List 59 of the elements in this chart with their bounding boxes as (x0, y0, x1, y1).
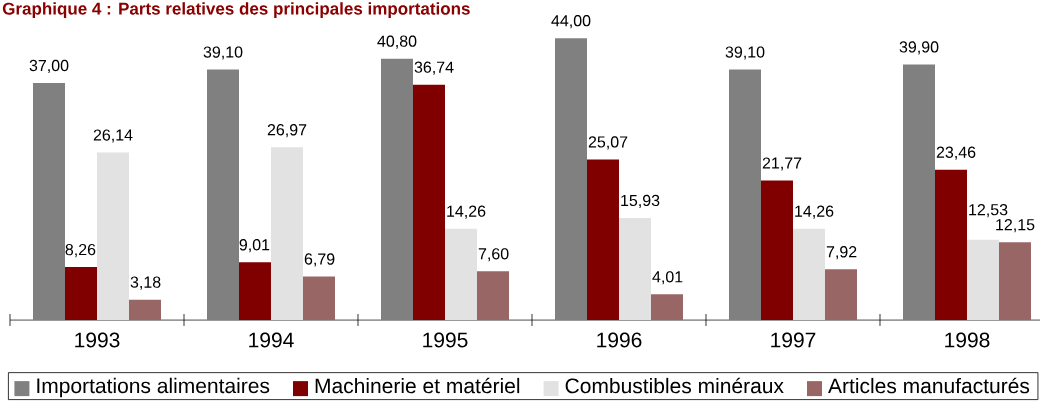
data-label: 23,46 (936, 146, 976, 160)
bar (760, 180, 793, 320)
data-label: 39,90 (899, 41, 939, 55)
data-label: 12,15 (996, 219, 1035, 233)
x-tick-label: 1993 (75, 332, 120, 348)
x-tick-label: 1994 (249, 332, 294, 348)
bar (587, 159, 619, 320)
bar (207, 69, 239, 320)
data-label: 39,10 (203, 46, 243, 60)
data-label: 8,26 (65, 243, 96, 258)
x-tick-label: 1995 (423, 332, 468, 348)
data-label: 21,77 (762, 157, 802, 171)
bar (65, 267, 97, 320)
data-label: 25,07 (588, 136, 628, 150)
bar (966, 239, 999, 320)
legend-label: Importations alimentaires (37, 377, 270, 398)
bar (239, 262, 271, 320)
data-label: 12,53 (969, 204, 1008, 218)
bar (902, 64, 935, 320)
bar (271, 147, 303, 320)
data-label: 26,14 (93, 129, 133, 143)
bar (998, 242, 1031, 320)
chart-title: Graphique 4 : Parts relatives des principales importations (2, 2, 470, 19)
data-label: 9,01 (239, 239, 270, 253)
data-label: 7,60 (478, 248, 509, 262)
data-label: 7,92 (826, 246, 857, 260)
data-label: 37,00 (29, 59, 69, 74)
bar (413, 84, 445, 320)
data-label: 6,79 (304, 253, 335, 267)
bar (303, 276, 335, 320)
data-label: 26,97 (267, 124, 307, 138)
bar (381, 58, 413, 320)
bar (129, 299, 161, 320)
data-label: 44,00 (551, 15, 591, 29)
data-label: 3,18 (130, 276, 161, 290)
data-label: 14,26 (795, 205, 834, 219)
legend-label: Combustibles minéraux (565, 377, 784, 394)
data-label: 40,80 (377, 35, 417, 49)
bar (554, 38, 587, 320)
legend-label: Machinerie et matériel (315, 377, 520, 394)
bar (445, 228, 477, 320)
bar (651, 294, 683, 320)
bar (934, 169, 967, 320)
bar (477, 271, 509, 320)
bar (33, 83, 65, 320)
data-label: 4,01 (652, 271, 683, 285)
bar (618, 217, 651, 320)
x-tick-label: 1996 (597, 332, 642, 348)
data-label: 39,10 (725, 46, 765, 60)
bar (97, 152, 129, 320)
x-tick-label: 1997 (771, 332, 816, 348)
data-label: 14,26 (447, 205, 486, 219)
x-tick-label: 1998 (945, 332, 990, 348)
bar (825, 269, 857, 320)
data-label: 36,74 (414, 61, 454, 75)
data-label: 15,93 (621, 194, 660, 209)
bar (729, 69, 761, 320)
bar (793, 228, 825, 320)
legend-label: Articles manufacturés (828, 377, 1030, 394)
